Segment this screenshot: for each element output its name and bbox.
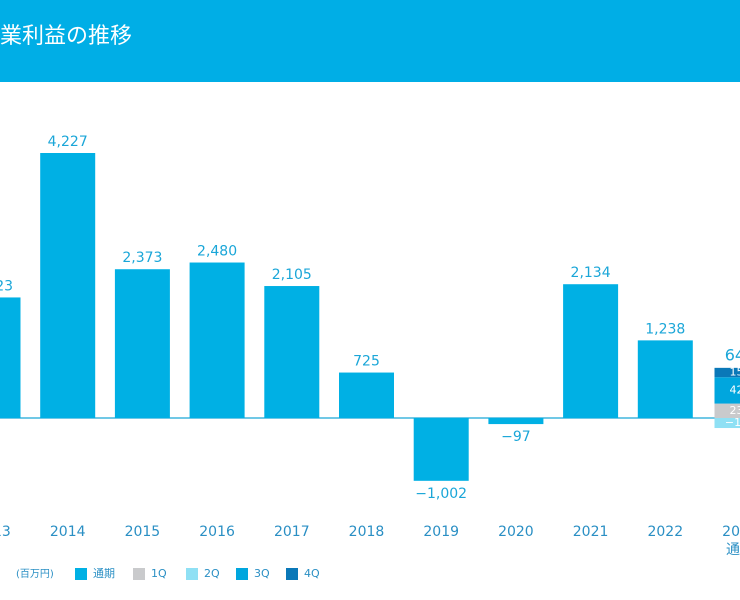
bar (0, 297, 21, 418)
bar (264, 286, 320, 418)
legend-label: 1Q (151, 567, 167, 580)
x-tick-label: 2021 (573, 524, 609, 540)
legend-swatch (133, 568, 145, 580)
value-label: −97 (501, 429, 531, 445)
x-tick-label: 2018 (349, 524, 385, 540)
stack-segment (714, 403, 740, 418)
legend-label: 2Q (204, 567, 220, 580)
bar (413, 418, 469, 481)
stack-segment (714, 377, 740, 404)
bar (40, 153, 96, 418)
legend-swatch (75, 568, 87, 580)
legend-swatch (236, 568, 248, 580)
header-band (0, 0, 740, 82)
x-tick-label: 2022 (647, 524, 683, 540)
bar (339, 372, 394, 418)
segment-label: −160 (725, 416, 740, 429)
bar (563, 284, 619, 418)
total-label: 640 (725, 345, 740, 364)
value-label: 2,373 (122, 250, 162, 266)
bar (189, 262, 245, 418)
segment-label: 150 (730, 366, 740, 379)
bar (488, 418, 544, 425)
value-label: 2,105 (272, 267, 312, 283)
value-label: 1,923 (0, 278, 13, 294)
value-label: 2,134 (571, 265, 611, 281)
value-label: 1,238 (645, 321, 685, 337)
legend-label: 3Q (254, 567, 270, 580)
unit-label: (百万円) (16, 568, 54, 580)
value-label: 725 (353, 354, 380, 370)
segment-label: 420 (730, 383, 740, 396)
stack-segment (714, 367, 740, 378)
value-label: −1,002 (415, 486, 467, 502)
value-label: 4,227 (48, 134, 88, 150)
value-label: 2,480 (197, 244, 237, 260)
x-tick-sublabel: 通期 (726, 542, 740, 558)
legend-label: 通期 (93, 567, 115, 580)
x-tick-label: 2020 (498, 524, 534, 540)
legend-swatch (286, 568, 298, 580)
bar (114, 269, 170, 418)
legend-label: 4Q (304, 567, 320, 580)
segment-label: 230 (730, 404, 740, 417)
x-tick-label: 2013 (0, 524, 11, 540)
x-tick-label: 2016 (199, 524, 235, 540)
stack-segment (714, 418, 740, 429)
x-tick-label: 2017 (274, 524, 310, 540)
chart-title: 業利益の推移 (0, 24, 132, 49)
legend-swatch (186, 568, 198, 580)
x-tick-label: 2023 (722, 524, 740, 540)
x-tick-label: 2014 (50, 524, 86, 540)
x-tick-label: 2015 (125, 524, 161, 540)
bar (637, 340, 693, 418)
x-tick-label: 2019 (423, 524, 459, 540)
